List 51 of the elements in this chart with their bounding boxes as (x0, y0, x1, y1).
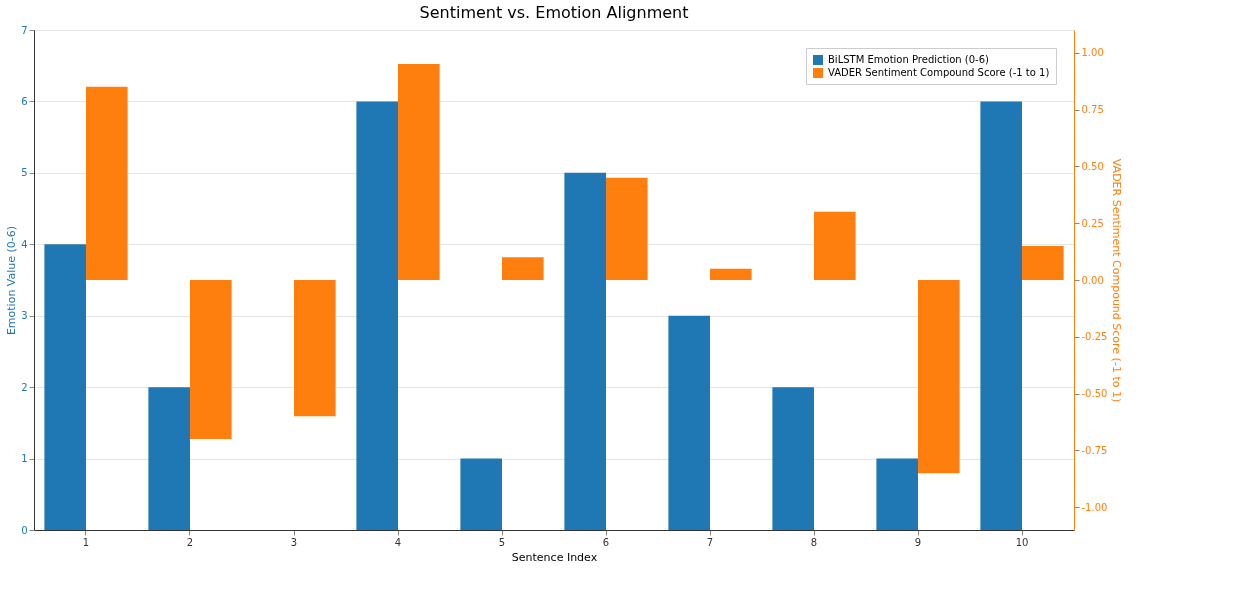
x-tick-label: 4 (394, 536, 402, 548)
y-tick-label: 5 (21, 167, 28, 179)
x-tick-label: 9 (914, 536, 922, 548)
legend-label: BiLSTM Emotion Prediction (0-6) (828, 54, 990, 65)
bar (148, 387, 190, 530)
y2-tick-label: -0.50 (1081, 388, 1108, 400)
bar (502, 257, 544, 280)
bar (606, 177, 648, 280)
bar (294, 280, 336, 417)
x-tick-label: 5 (498, 536, 506, 548)
y-tick-label: 7 (21, 24, 28, 36)
y-tick-label: 2 (21, 381, 28, 393)
bar (668, 315, 710, 530)
x-tick-label: 3 (290, 536, 298, 548)
y2-tick-label: 0.50 (1081, 160, 1104, 172)
bar (86, 86, 128, 280)
bar (814, 211, 856, 280)
bar (190, 280, 232, 440)
x-axis-title: Sentence Index (511, 550, 598, 564)
x-tick-label: 10 (1015, 536, 1029, 548)
y2-tick-label: 1.00 (1081, 47, 1104, 59)
x-tick-label: 8 (810, 536, 818, 548)
x-tick-label: 6 (602, 536, 610, 548)
y-tick-label: 6 (21, 95, 28, 107)
y-tick-label: 0 (21, 524, 28, 536)
bar (356, 101, 398, 530)
y2-tick-label: -0.25 (1081, 331, 1108, 343)
y-tick-label: 1 (21, 453, 28, 465)
x-tick-label: 2 (186, 536, 194, 548)
y-tick-label: 4 (21, 238, 28, 250)
y2-tick-label: 0.25 (1081, 217, 1104, 229)
bar (918, 280, 960, 474)
y-axis-title: Emotion Value (0-6) (5, 225, 19, 336)
y2-tick-label: -1.00 (1081, 501, 1108, 513)
bar (44, 244, 86, 530)
y-tick-label: 3 (21, 310, 28, 322)
chart-title: Sentiment vs. Emotion Alignment (419, 3, 689, 22)
bar (876, 458, 918, 530)
bar (710, 268, 752, 280)
bar (460, 458, 502, 530)
y2-tick-label: 0.75 (1081, 104, 1104, 116)
bar (564, 172, 606, 530)
y2-tick-label: -0.75 (1081, 444, 1108, 456)
bar (1022, 245, 1064, 280)
bar (980, 101, 1022, 530)
y2-axis-title: VADER Sentiment Compound Score (-1 to 1) (1110, 158, 1124, 403)
legend-label: VADER Sentiment Compound Score (-1 to 1) (828, 67, 1050, 78)
x-tick-label: 7 (706, 536, 714, 548)
x-tick-label: 1 (82, 536, 90, 548)
bar (772, 387, 814, 530)
y2-tick-label: 0.00 (1081, 274, 1104, 286)
